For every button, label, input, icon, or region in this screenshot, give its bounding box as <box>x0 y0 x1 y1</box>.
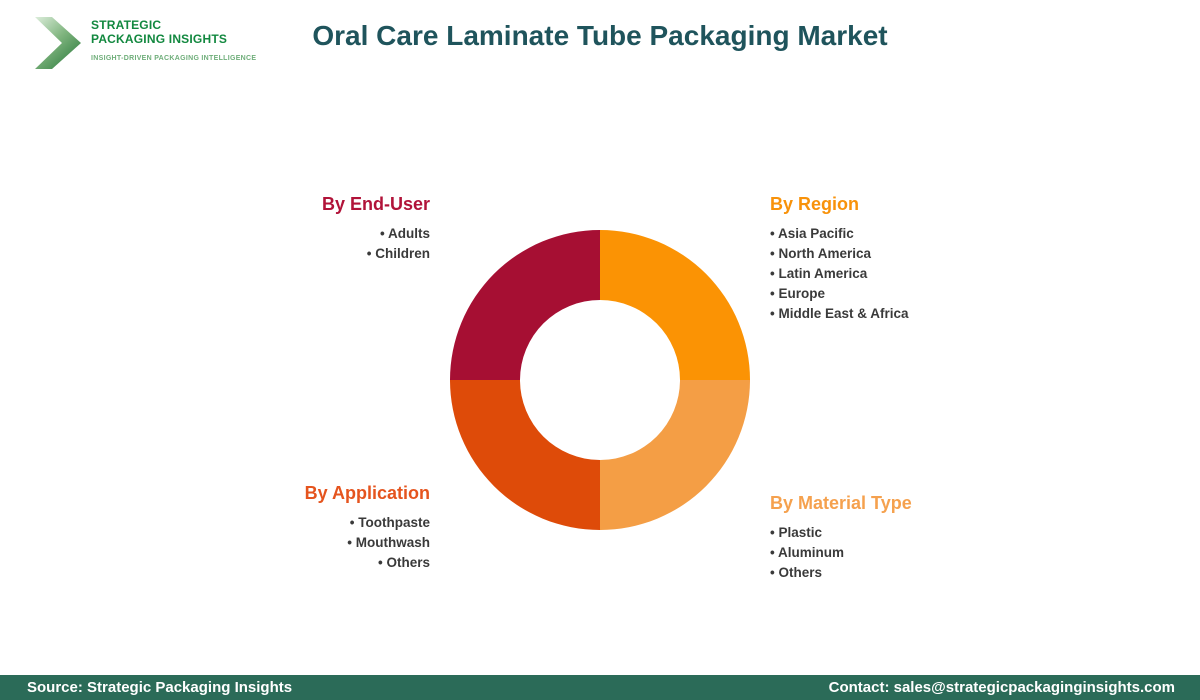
segment-list-item: • Adults <box>380 226 430 241</box>
logo-text: STRATEGIC PACKAGING INSIGHTS INSIGHT-DRI… <box>91 15 256 69</box>
segment-list-material-type: • Plastic • Aluminum • Others <box>770 523 912 583</box>
donut-segment-material-type <box>600 380 750 530</box>
logo: STRATEGIC PACKAGING INSIGHTS INSIGHT-DRI… <box>35 15 256 69</box>
segment-list-application: • Toothpaste • Mouthwash • Others <box>305 513 430 573</box>
segment-list-item: • Others <box>378 555 430 570</box>
logo-name-line1: STRATEGIC <box>91 18 162 32</box>
segment-list-end-user: • Adults • Children <box>322 224 430 264</box>
segment-list-item: • Latin America <box>770 266 868 281</box>
segment-heading-application: By Application <box>304 483 430 503</box>
segment-list-region: • Asia Pacific • North America • Latin Ame… <box>770 224 909 324</box>
segment-heading-end-user: By End-User <box>321 194 430 214</box>
segment-group-material-type: By Material Type • Plastic • Aluminum • Ot… <box>770 492 912 583</box>
segment-list-item: • Plastic <box>770 525 823 540</box>
segment-list-item: • Children <box>366 246 430 261</box>
logo-name-line2: PACKAGING INSIGHTS <box>91 32 228 46</box>
segment-heading-material-type: By Material Type <box>770 493 912 513</box>
segment-group-end-user: By End-User • Adults • Children <box>322 193 430 264</box>
logo-tagline: INSIGHT-DRIVEN PACKAGING INTELLIGENCE <box>91 55 257 62</box>
donut-chart <box>450 230 750 530</box>
donut-segment-application <box>450 380 600 530</box>
segment-list-item: • Europe <box>770 286 825 301</box>
segment-group-region: By Region • Asia Pacific • North America •… <box>770 193 909 324</box>
donut-segment-region <box>600 230 750 380</box>
segment-list-item: • Asia Pacific <box>770 226 854 241</box>
segment-list-item: • Middle East & Africa <box>770 306 909 321</box>
segment-list-item: • North America <box>770 246 871 261</box>
page-title: Oral Care Laminate Tube Packaging Market <box>312 20 888 51</box>
segment-list-item: • Aluminum <box>770 545 844 560</box>
segment-list-item: • Toothpaste <box>349 515 430 530</box>
segment-list-item: • Others <box>770 565 822 580</box>
donut-segment-end-user <box>450 230 600 380</box>
footer-source: Source: Strategic Packaging Insights <box>27 679 293 696</box>
footer-contact: Contact: sales@strategicpackaginginsight… <box>828 679 1175 696</box>
segment-heading-region: By Region <box>770 194 860 214</box>
logo-chevron-icon <box>35 17 81 69</box>
footer-bar: Source: Strategic Packaging Insights Con… <box>0 675 1200 700</box>
segment-list-item: • Mouthwash <box>347 535 430 550</box>
segment-group-application: By Application • Toothpaste • Mouthwash • … <box>305 482 430 573</box>
